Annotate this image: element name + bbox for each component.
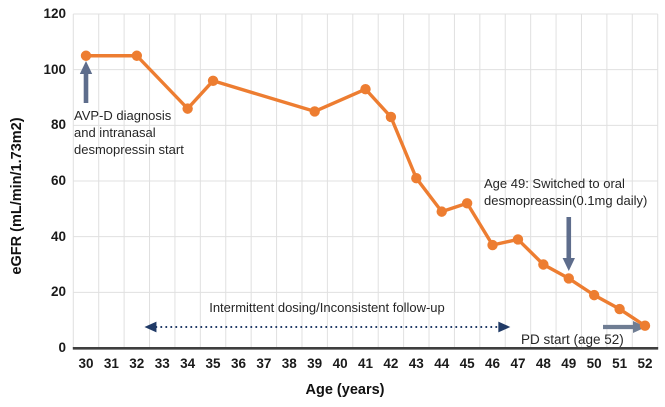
annotation-intermittent-dosing: Intermittent dosing/Inconsistent follow-… [209, 300, 445, 315]
x-tick-label: 38 [281, 356, 297, 371]
x-tick-label: 49 [561, 356, 577, 371]
data-point-marker [360, 83, 371, 95]
data-point-marker [614, 303, 625, 315]
data-point-marker [411, 173, 422, 184]
y-tick-label: 40 [50, 228, 66, 244]
data-point-marker [563, 273, 574, 284]
data-point-marker [131, 50, 143, 61]
x-tick-label: 30 [78, 356, 94, 371]
down-arrow-icon [562, 217, 575, 271]
up-arrow-icon [79, 61, 93, 103]
y-tick-label: 20 [50, 284, 66, 300]
x-tick-label: 42 [383, 356, 399, 371]
data-point-marker [512, 234, 524, 245]
x-tick-label: 47 [510, 356, 526, 371]
x-tick-label: 45 [459, 356, 475, 371]
annotation-pd-start: PD start (age 52) [521, 332, 624, 347]
right-arrow-icon [633, 321, 647, 333]
x-tick-label: 44 [434, 356, 450, 371]
data-point-marker [207, 75, 219, 87]
x-tick-label: 37 [256, 356, 272, 371]
x-tick-label: 36 [230, 356, 246, 371]
egfr-series-line [80, 50, 651, 331]
gridlines [72, 13, 659, 348]
x-tick-label: 46 [485, 356, 501, 371]
x-tick-label: 35 [205, 356, 221, 371]
data-point-marker [639, 320, 651, 331]
x-tick-label: 40 [332, 356, 348, 371]
right-arrowhead-icon [498, 321, 511, 333]
data-point-marker [309, 106, 320, 117]
data-point-marker [436, 206, 447, 217]
y-tick-label: 80 [50, 117, 66, 133]
x-tick-label: 39 [307, 356, 323, 371]
y-tick-label: 60 [50, 173, 66, 188]
y-axis-title: eGFR (mL/min/1.73m2) [9, 117, 25, 275]
data-point-marker [487, 239, 498, 251]
x-tick-label: 50 [586, 356, 602, 371]
x-tick-label: 31 [103, 356, 119, 371]
x-tick-label: 51 [612, 356, 628, 371]
x-tick-label: 34 [180, 356, 196, 371]
data-point-marker [461, 198, 473, 209]
x-axis-title: Age (years) [305, 382, 385, 398]
x-tick-label: 48 [535, 356, 551, 371]
x-tick-label: 32 [129, 356, 145, 371]
annotation-age49-switch: Age 49: Switched to oral desmopreassin(0… [484, 176, 648, 208]
annotation-arrows [79, 61, 647, 333]
left-arrowhead-icon [144, 321, 157, 333]
y-tick-label: 120 [43, 6, 66, 21]
y-tick-label: 100 [43, 61, 66, 77]
annotation-avpd-diagnosis: AVP-D diagnosis and intranasal desmopres… [74, 108, 184, 157]
x-tick-label: 43 [408, 356, 424, 371]
data-point-marker [80, 50, 92, 61]
data-point-marker [182, 103, 193, 114]
x-tick-label: 33 [154, 356, 170, 371]
data-point-marker [588, 289, 600, 301]
data-point-marker [538, 259, 549, 270]
x-tick-label: 41 [357, 356, 374, 371]
data-point-marker [385, 111, 397, 123]
y-tick-label: 0 [58, 340, 66, 355]
x-tick-label: 52 [637, 356, 653, 371]
